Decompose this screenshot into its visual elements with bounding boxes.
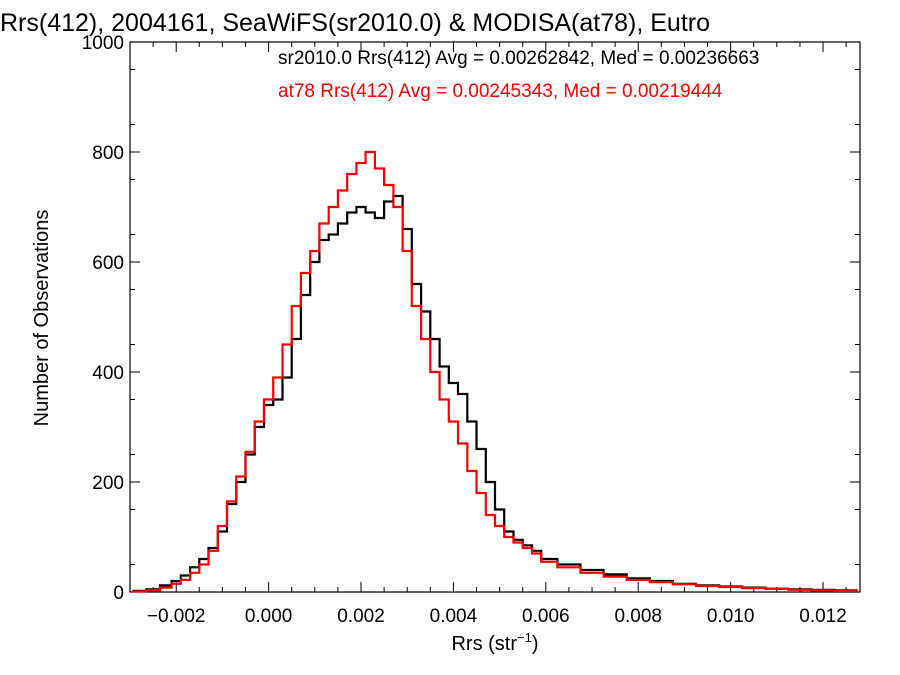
y-tick-label: 800 [92,143,124,164]
x-tick-label: 0.008 [614,606,662,627]
x-tick-label: 0.004 [430,606,478,627]
x-tick-label: 0.012 [799,606,847,627]
x-tick-label: 0.002 [337,606,385,627]
y-tick-label: 1000 [82,33,124,54]
chart-title: Rrs(412), 2004161, SeaWiFS(sr2010.0) & M… [0,9,710,37]
axis-ticks: −0.002 0.000 0.002 0.004 0.006 0.008 0.010 0.01… [82,33,860,627]
x-axis-label: Rrs (str−1) [451,630,538,655]
y-tick-label: 600 [92,253,124,274]
x-tick-label: 0.000 [245,606,293,627]
plot-frame [129,41,861,593]
x-tick-label: 0.010 [707,606,755,627]
legend-entry-at78: at78 Rrs(412) Avg = 0.00245343, Med = 0.… [278,81,723,102]
series-line-at78 [132,150,858,593]
legend: sr2010.0 Rrs(412) Avg = 0.00262842, Med … [278,48,759,102]
x-tick-label: 0.006 [522,606,570,627]
series-line-sr2010-0 [132,194,858,592]
y-tick-label: 400 [92,363,124,384]
y-axis-label: Number of Observations [31,210,53,427]
series-group [132,150,858,593]
y-tick-label: 0 [113,583,124,604]
legend-entry-sr2010: sr2010.0 Rrs(412) Avg = 0.00262842, Med … [278,48,759,69]
x-tick-label: −0.002 [147,606,206,627]
y-tick-label: 200 [92,473,124,494]
